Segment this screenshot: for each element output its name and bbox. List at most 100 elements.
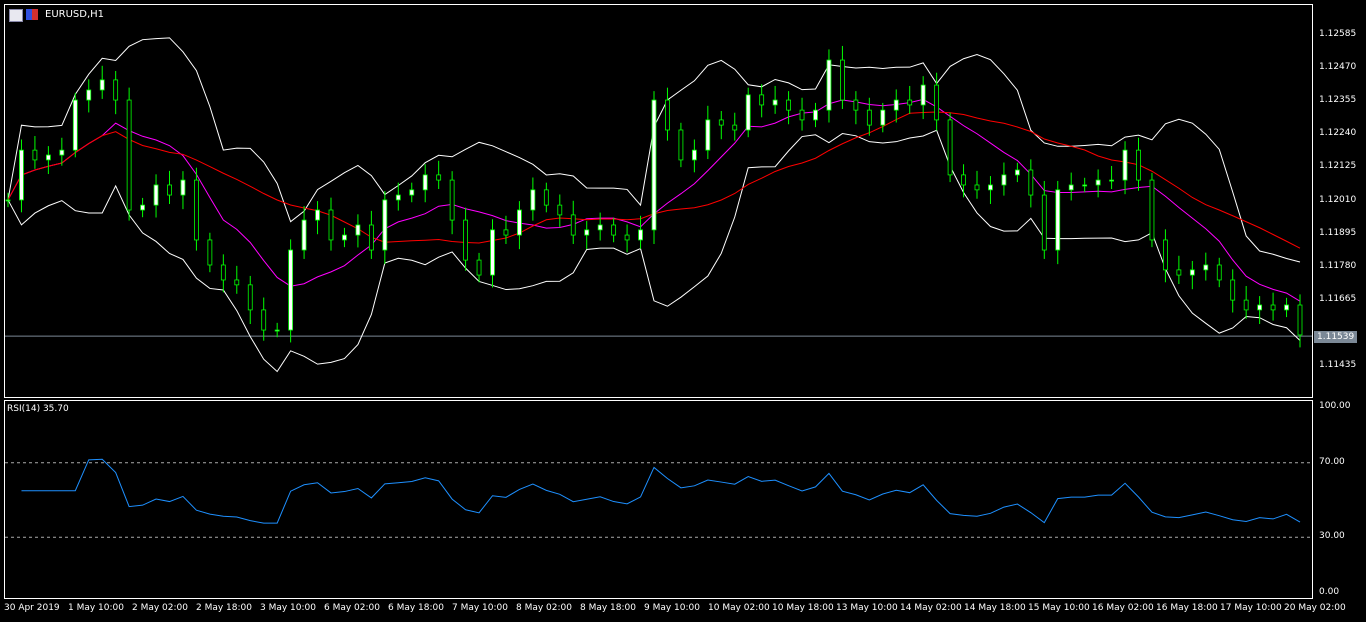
candle-body [1068, 184, 1074, 191]
candle-body [705, 119, 711, 151]
candle-body [570, 214, 576, 236]
time-axis-label: 30 Apr 2019 [4, 603, 60, 613]
candle-body [678, 129, 684, 161]
candle-body [799, 109, 805, 121]
time-axis-label: 14 May 02:00 [900, 603, 962, 613]
candle-body [382, 199, 388, 251]
candle-body [436, 174, 442, 181]
candle-body [974, 184, 980, 191]
price-axis-label: 1.12355 [1319, 95, 1357, 106]
time-axis-label: 13 May 10:00 [836, 603, 898, 613]
candle-body [449, 179, 455, 221]
candle-body [194, 179, 199, 241]
candle-body [893, 99, 899, 111]
candle-body [113, 79, 119, 101]
candle-body [99, 79, 105, 91]
price-axis-label: 1.11895 [1319, 227, 1357, 238]
candle-body [409, 189, 415, 196]
candle-body [1270, 304, 1276, 311]
chart-title: EURUSD,H1 [45, 9, 105, 20]
rsi-pane[interactable] [4, 400, 1313, 599]
candle-body [1095, 179, 1101, 186]
candle-body [840, 59, 845, 101]
candle-body [32, 149, 38, 161]
candle-body [1001, 174, 1007, 186]
candle-body [1216, 264, 1222, 281]
candle-body [328, 209, 334, 241]
candle-body [86, 89, 92, 101]
time-axis-label: 20 May 02:00 [1284, 603, 1346, 613]
price-chart-pane[interactable] [4, 4, 1313, 398]
time-axis-label: 8 May 18:00 [580, 603, 636, 613]
candle-body [597, 224, 603, 231]
candle-body [1136, 149, 1141, 181]
candle-body [1028, 169, 1034, 196]
candle-body [167, 184, 172, 196]
candle-body [665, 99, 670, 131]
chart-properties-icon[interactable] [9, 9, 23, 22]
time-axis-label: 10 May 18:00 [772, 603, 834, 613]
candle-body [1014, 169, 1020, 176]
candle-body [463, 219, 468, 261]
time-axis-label: 16 May 02:00 [1092, 603, 1154, 613]
candle-body [530, 189, 536, 211]
candle-body [126, 99, 132, 211]
candle-body [934, 84, 940, 121]
candle-body [490, 229, 495, 276]
candle-body [732, 124, 738, 131]
candle-body [517, 209, 522, 236]
candle-body [718, 119, 724, 126]
candle-body [72, 99, 78, 151]
time-axis-label: 7 May 10:00 [452, 603, 508, 613]
time-axis-label: 6 May 02:00 [324, 603, 380, 613]
candle-body [1176, 269, 1182, 276]
candle-body [813, 109, 818, 121]
candle-body [611, 224, 617, 236]
price-axis-label: 1.12125 [1319, 161, 1357, 172]
price-axis-label: 1.11665 [1319, 293, 1357, 304]
time-axis-label: 8 May 02:00 [516, 603, 572, 613]
candle-body [19, 149, 24, 201]
time-axis-label: 9 May 10:00 [644, 603, 700, 613]
candle-body [355, 224, 361, 236]
template-icon[interactable] [26, 9, 38, 20]
candle-body [786, 99, 791, 111]
candle-body [759, 94, 765, 106]
price-axis-label: 1.11435 [1319, 360, 1357, 371]
candle-body [1189, 269, 1195, 276]
candle-body [543, 189, 549, 206]
candle-body [1041, 194, 1047, 251]
candle-body [261, 309, 267, 331]
candle-body [476, 259, 482, 276]
candle-body [624, 234, 630, 241]
rsi-line [21, 458, 1301, 524]
candle-body [153, 184, 159, 206]
current-price-label: 1.11539 [1314, 331, 1358, 343]
price-axis-label: 1.12010 [1319, 194, 1357, 205]
candle-body [503, 229, 509, 236]
candle-body [207, 239, 213, 266]
rsi-title: RSI(14) 35.70 [7, 404, 69, 414]
candle-body [638, 229, 643, 241]
time-axis-label: 16 May 18:00 [1156, 603, 1218, 613]
candle-body [866, 109, 872, 126]
candle-body [1243, 299, 1249, 311]
candle-body [45, 154, 51, 161]
candle-body [826, 59, 832, 111]
candle-body [301, 219, 307, 251]
rsi-axis-label: 0.00 [1319, 587, 1340, 597]
candle-body [1149, 179, 1155, 241]
candle-body [1122, 149, 1128, 181]
candle-body [368, 224, 374, 251]
candle-body [880, 109, 886, 126]
candle-body [988, 184, 993, 191]
candle-body [1297, 304, 1303, 336]
candle-body [947, 119, 953, 176]
rsi-axis-label: 100.00 [1319, 401, 1351, 411]
candle-body [395, 194, 401, 201]
candle-body [1163, 239, 1168, 271]
candle-body [853, 99, 859, 111]
time-axis-label: 2 May 18:00 [196, 603, 252, 613]
candle-body [422, 174, 428, 191]
